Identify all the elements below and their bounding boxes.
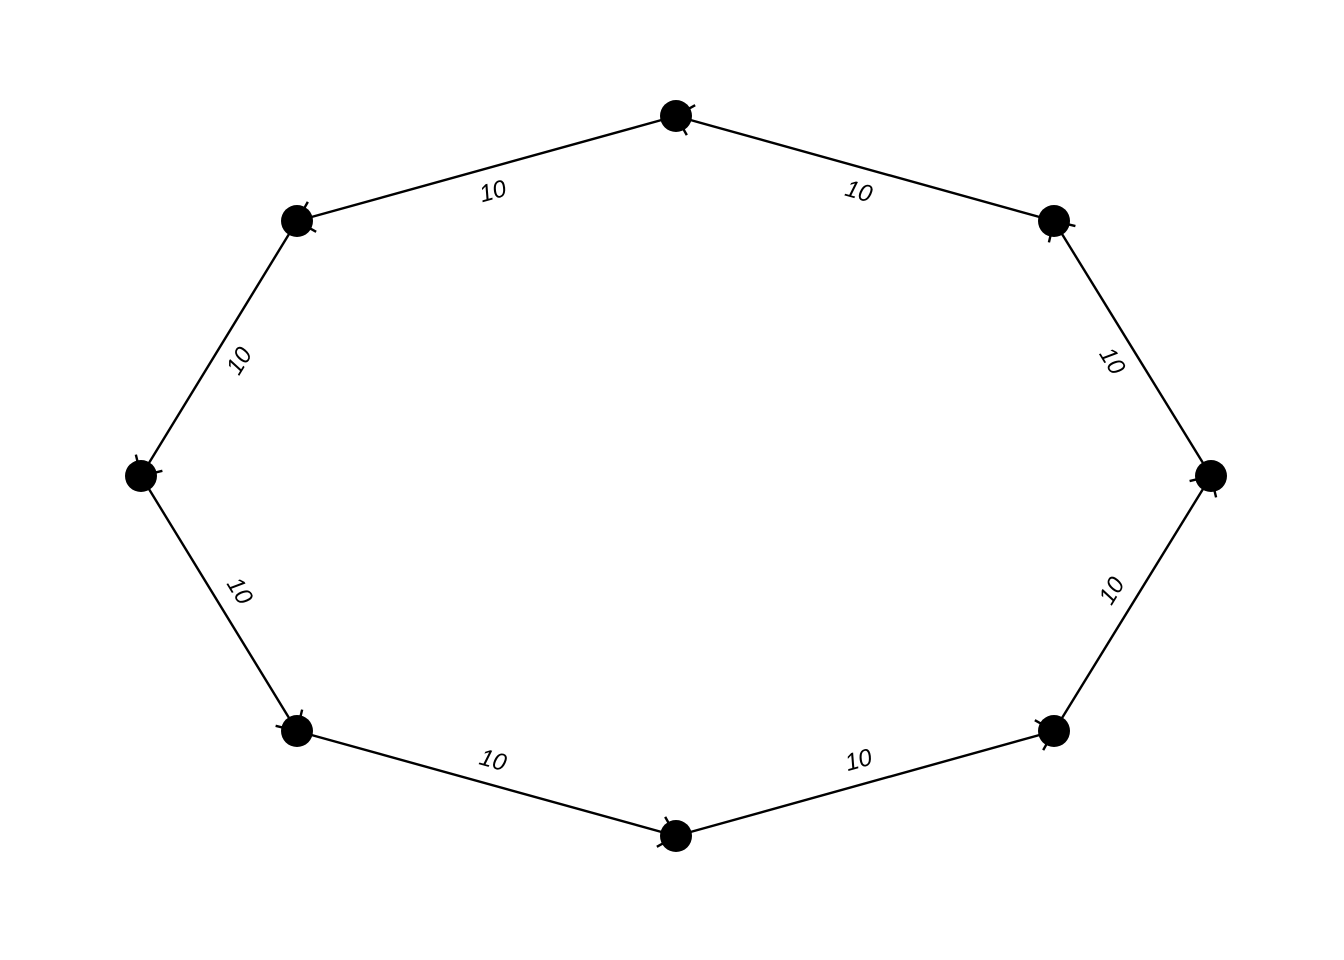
node-upper-right [1038, 205, 1070, 237]
edge-weight-label: 10 [476, 175, 510, 208]
node-lower-left [281, 715, 313, 747]
nodes-layer [125, 100, 1227, 852]
edge-lower-right-to-right [1052, 475, 1213, 732]
node-lower-right [1038, 715, 1070, 747]
node-left [125, 460, 157, 492]
edge-lower-left-to-bottom [296, 729, 677, 838]
edge-upper-right-to-top [675, 114, 1055, 223]
node-upper-left [281, 205, 313, 237]
edge-upper-left-to-left [139, 220, 299, 477]
edge-left-to-lower-left [139, 475, 299, 732]
edge-right-to-upper-right [1052, 220, 1213, 477]
edge-labels-layer: 10 10 10 10 10 10 10 10 [221, 175, 1131, 777]
node-bottom [660, 820, 692, 852]
node-right [1195, 460, 1227, 492]
edge-weight-label: 10 [1094, 343, 1131, 380]
edge-bottom-to-lower-right [675, 729, 1055, 838]
edge-weight-label: 10 [842, 744, 876, 777]
edge-top-to-upper-left [296, 114, 677, 223]
edge-weight-label: 10 [221, 573, 258, 610]
node-top [660, 100, 692, 132]
edge-weight-label: 10 [1094, 572, 1131, 609]
edge-weight-label: 10 [842, 175, 876, 208]
edge-weight-label: 10 [221, 342, 258, 379]
edge-weight-label: 10 [476, 744, 510, 777]
